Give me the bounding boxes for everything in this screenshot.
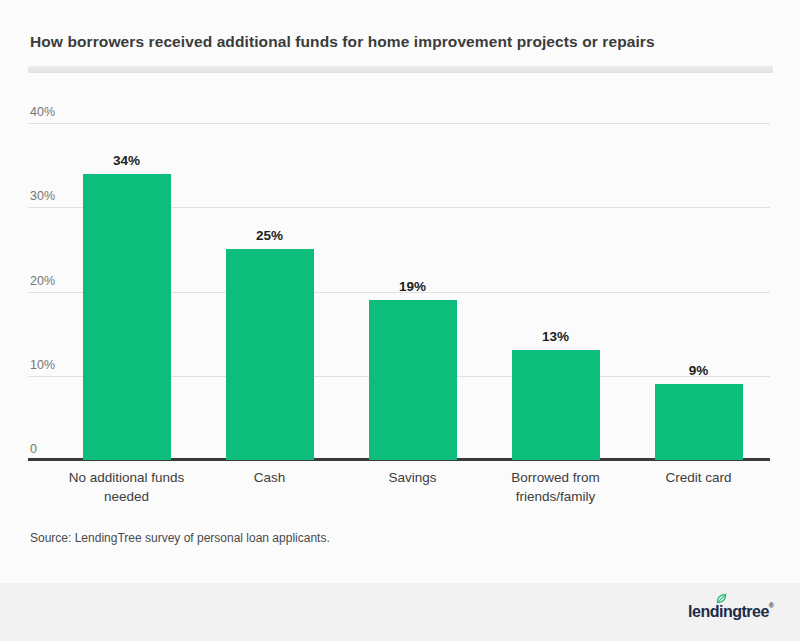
y-axis-tick-label: 10% [30, 358, 55, 373]
x-axis-label: Savings [338, 468, 488, 487]
chart-card: How borrowers received additional funds … [0, 0, 800, 641]
bar-value-label: 25% [220, 228, 320, 243]
x-axis-label: Borrowed from friends/family [481, 468, 631, 506]
bar-value-label: 9% [649, 363, 749, 378]
bar [226, 249, 314, 460]
bar [512, 350, 600, 460]
chart-title: How borrowers received additional funds … [30, 33, 770, 51]
y-axis-tick-label: 30% [30, 189, 55, 204]
footer-bar: lendingtree® [0, 583, 800, 641]
registered-mark: ® [769, 602, 774, 609]
bar [83, 174, 171, 460]
source-note: Source: LendingTree survey of personal l… [30, 531, 330, 545]
bar-chart: 40%30%20%10%034%25%19%13%9% [28, 123, 770, 460]
y-axis-tick-label: 20% [30, 274, 55, 289]
logo-wordmark: lendingtree [688, 603, 769, 620]
lendingtree-logo: lendingtree® [688, 600, 774, 624]
x-axis-label: Cash [195, 468, 345, 487]
title-divider [28, 66, 773, 73]
x-axis-labels: No additional funds neededCashSavingsBor… [28, 468, 770, 514]
x-axis-label: Credit card [624, 468, 774, 487]
x-axis-label: No additional funds needed [52, 468, 202, 506]
bar [655, 384, 743, 460]
y-axis-tick-label: 40% [30, 105, 55, 120]
y-axis-tick-label: 0 [30, 442, 37, 457]
bar [369, 300, 457, 460]
gridline [28, 123, 770, 124]
bar-value-label: 19% [363, 279, 463, 294]
bar-value-label: 13% [506, 329, 606, 344]
bar-value-label: 34% [77, 153, 177, 168]
